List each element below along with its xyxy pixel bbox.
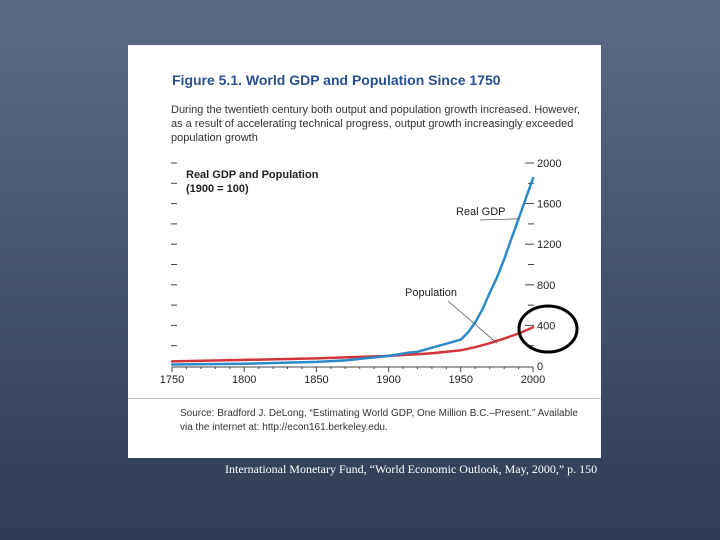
y-tick-label: 1200: [537, 239, 561, 251]
y-tick-label: 2000: [537, 158, 561, 170]
annotation-label: Real GDP: [456, 206, 506, 218]
x-tick-label: 1850: [304, 374, 328, 386]
right-axis: 0 400 800 1200 1600 2000: [525, 158, 561, 373]
source-divider: [128, 398, 601, 399]
series-layer: [170, 176, 535, 366]
highlight-circle: [517, 304, 579, 354]
figure-subtitle: During the twentieth century both output…: [171, 104, 581, 144]
figure-source: Source: Bradford J. DeLong, “Estimating …: [180, 408, 578, 433]
y-tick-label: 0: [537, 361, 543, 373]
figure-panel: Figure 5.1. World GDP and Population Sin…: [128, 45, 601, 458]
x-tick-label: 1750: [160, 374, 184, 386]
y-tick-label: 1600: [537, 199, 561, 211]
y-tick-label: 400: [537, 320, 555, 332]
annotation-layer: Real GDP Population: [405, 206, 519, 344]
x-tick-label: 2000: [521, 374, 545, 386]
x-tick-label: 1900: [376, 374, 400, 386]
left-axis-ticks: [171, 162, 177, 347]
series-line-population: [170, 326, 535, 363]
figure-title: Figure 5.1. World GDP and Population Sin…: [172, 72, 501, 88]
annotation-label: Population: [405, 287, 457, 299]
x-tick-label: 1950: [449, 374, 473, 386]
chart: 0 400 800 1200 1600 2000 1750 1800 1850 1900 1950…: [160, 158, 579, 386]
x-tick-label: 1800: [232, 374, 256, 386]
annotation-leader: [447, 300, 498, 344]
chart-subtitle: (1900 = 100): [186, 183, 249, 195]
chart-title: Real GDP and Population: [186, 169, 319, 181]
x-axis: 1750 1800 1850 1900 1950 2000: [160, 366, 545, 386]
caption: International Monetary Fund, “World Econ…: [225, 462, 598, 476]
series-line-real-gdp: [170, 176, 535, 366]
annotation-leader: [479, 218, 519, 221]
y-tick-label: 800: [537, 280, 555, 292]
